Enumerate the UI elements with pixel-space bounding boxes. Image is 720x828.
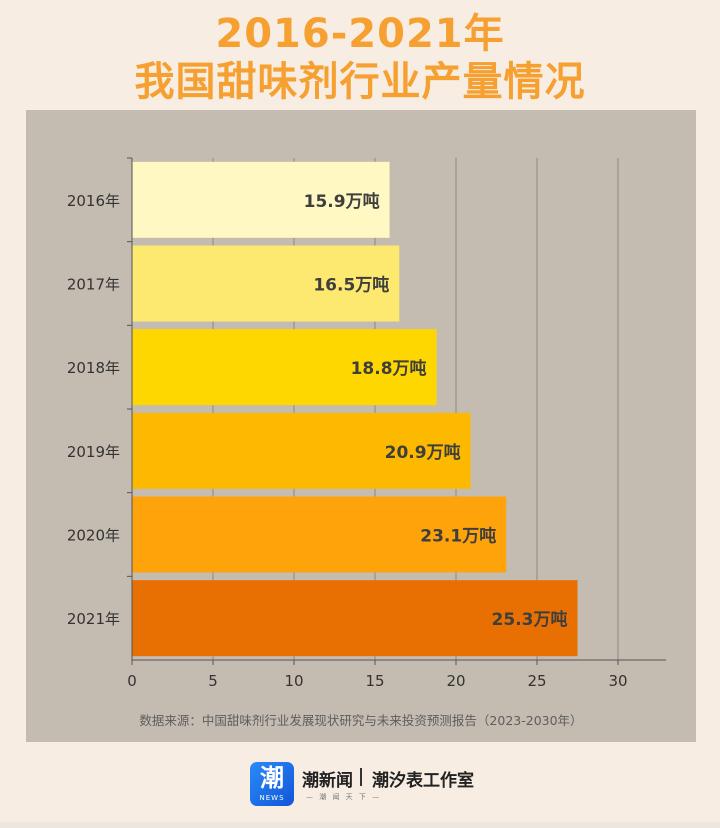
bottom-strip bbox=[0, 822, 720, 828]
y-tick-label: 2020年 bbox=[67, 527, 120, 545]
bar-value-label: 15.9万吨 bbox=[304, 191, 380, 212]
studio-name: 潮汐表工作室 bbox=[372, 771, 474, 791]
bar bbox=[132, 496, 507, 573]
logo-glyph: 潮 bbox=[260, 764, 284, 792]
chart-title-line2: 我国甜味剂行业产量情况 bbox=[134, 59, 586, 105]
brand-slogan: — 潮 闻 天 下 — bbox=[306, 793, 382, 801]
brand-name: 潮新闻 bbox=[302, 771, 353, 791]
x-tick-label: 5 bbox=[208, 672, 218, 690]
bar-value-label: 16.5万吨 bbox=[313, 275, 389, 296]
y-tick-label: 2016年 bbox=[67, 192, 120, 210]
bar bbox=[132, 329, 437, 406]
brand-separator bbox=[360, 768, 362, 786]
x-tick-label: 25 bbox=[527, 672, 546, 690]
x-tick-label: 20 bbox=[446, 672, 465, 690]
chart-panel: 15.9万吨 2016年 16.5万吨 2017年 18.8万吨 2018年 20.9万吨 2… bbox=[26, 110, 696, 742]
footer: 潮 NEWS 潮新闻 潮汐表工作室 — 潮 闻 天 下 — bbox=[0, 762, 720, 806]
bar bbox=[132, 412, 471, 489]
data-source-note: 数据来源：中国甜味剂行业发展现状研究与未来投资预测报告（2023-2030年） bbox=[139, 713, 583, 728]
bar-value-label: 20.9万吨 bbox=[385, 442, 461, 463]
bar-value-label: 23.1万吨 bbox=[420, 526, 496, 547]
x-tick-label: 30 bbox=[608, 672, 627, 690]
x-tick-label: 0 bbox=[127, 672, 137, 690]
bar-chart: 15.9万吨 2016年 16.5万吨 2017年 18.8万吨 2018年 20.9万吨 2… bbox=[67, 157, 666, 690]
x-tick-label: 15 bbox=[365, 672, 384, 690]
bar bbox=[132, 161, 390, 238]
bar bbox=[132, 245, 400, 322]
y-tick-label: 2017年 bbox=[67, 276, 120, 294]
chart-title-line1: 2016-2021年 bbox=[215, 11, 505, 57]
bar-value-label: 25.3万吨 bbox=[492, 609, 568, 630]
bar-value-label: 18.8万吨 bbox=[351, 358, 427, 379]
y-tick-label: 2019年 bbox=[67, 443, 120, 461]
y-tick-label: 2021年 bbox=[67, 610, 120, 628]
chaoxinwen-logo-icon: 潮 NEWS bbox=[250, 762, 294, 806]
bar bbox=[132, 580, 578, 657]
y-tick-label: 2018年 bbox=[67, 359, 120, 377]
logo-news-text: NEWS bbox=[259, 794, 285, 802]
x-tick-label: 10 bbox=[284, 672, 303, 690]
